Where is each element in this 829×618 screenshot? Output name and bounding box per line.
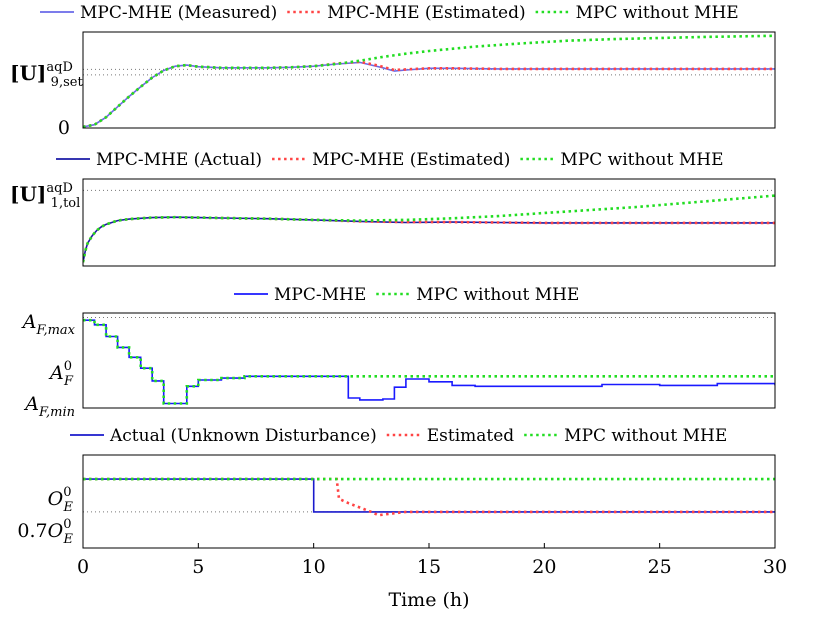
x-tick-label: 30 xyxy=(763,556,787,578)
x-tick-label: 10 xyxy=(302,556,326,578)
legend-label: Estimated xyxy=(427,426,515,446)
chart-4: Actual (Unknown Disturbance) Estimated MPC… xyxy=(70,426,776,549)
y-tick-label: O0 E xyxy=(48,485,74,515)
chart-1: MPC-MHE (Measured) MPC-MHE (Estimated) MPC… xyxy=(40,3,776,129)
legend-label: MPC-MHE (Actual) xyxy=(96,150,262,170)
plot-frame xyxy=(82,178,776,267)
y-axis-label-chart-1: [U]aqD 9,set xyxy=(10,60,83,90)
x-tick-label: 15 xyxy=(417,556,441,578)
legend-1: MPC-MHE (Measured) MPC-MHE (Estimated) MPC… xyxy=(40,3,739,23)
y-axis-label-chart-2: [U]aqD 1,tol xyxy=(10,181,80,211)
legend-label: MPC-MHE xyxy=(274,285,366,305)
series-line-1 xyxy=(83,478,775,513)
series-line-1 xyxy=(83,61,775,128)
series-line-2 xyxy=(83,60,775,128)
y-axis-label-chart-2-text: [U]aqD 1,tol xyxy=(10,181,80,211)
legend-label: MPC-MHE (Measured) xyxy=(80,3,277,23)
series-line-2 xyxy=(83,318,775,405)
y-tick-label: AF,min xyxy=(23,393,75,420)
legend-label: MPC-MHE (Estimated) xyxy=(312,150,510,170)
chart-3: MPC-MHE MPC without MHE xyxy=(82,285,776,409)
legend-label: MPC without MHE xyxy=(560,150,723,170)
series-line-1 xyxy=(83,319,775,405)
y-tick-label: 0.7O0 E xyxy=(17,517,73,547)
legend-label: MPC without MHE xyxy=(576,3,739,23)
series-line-2 xyxy=(83,215,775,263)
series-line-3 xyxy=(83,34,775,128)
legend-label: MPC without MHE xyxy=(564,426,727,446)
plot-frame xyxy=(82,454,776,549)
y-tick-label: AF,max xyxy=(21,311,76,338)
x-tick-label: 0 xyxy=(77,556,89,578)
x-tick-label: 25 xyxy=(648,556,672,578)
x-axis-label: Time (h) xyxy=(388,589,469,611)
legend-3: MPC-MHE MPC without MHE xyxy=(234,285,579,305)
y-tick-label: 0 xyxy=(58,117,70,139)
x-tick-label: 5 xyxy=(192,556,204,578)
y-tick-label: A0 F xyxy=(48,359,74,389)
plot-frame xyxy=(82,31,776,129)
legend-4: Actual (Unknown Disturbance) Estimated MPC… xyxy=(70,426,727,446)
plot-frame xyxy=(82,312,776,409)
chart-2: MPC-MHE (Actual) MPC-MHE (Estimated) MPC w… xyxy=(56,150,776,267)
legend-2: MPC-MHE (Actual) MPC-MHE (Estimated) MPC w… xyxy=(56,150,724,170)
x-tick-label: 20 xyxy=(532,556,556,578)
series-line-3 xyxy=(83,194,775,263)
legend-label: MPC without MHE xyxy=(416,285,579,305)
series-line-2 xyxy=(83,477,775,517)
y-axis-label-chart-1-text: [U]aqD 9,set xyxy=(10,60,83,90)
legend-label: MPC-MHE (Estimated) xyxy=(327,3,525,23)
legend-label: Actual (Unknown Disturbance) xyxy=(109,426,377,446)
